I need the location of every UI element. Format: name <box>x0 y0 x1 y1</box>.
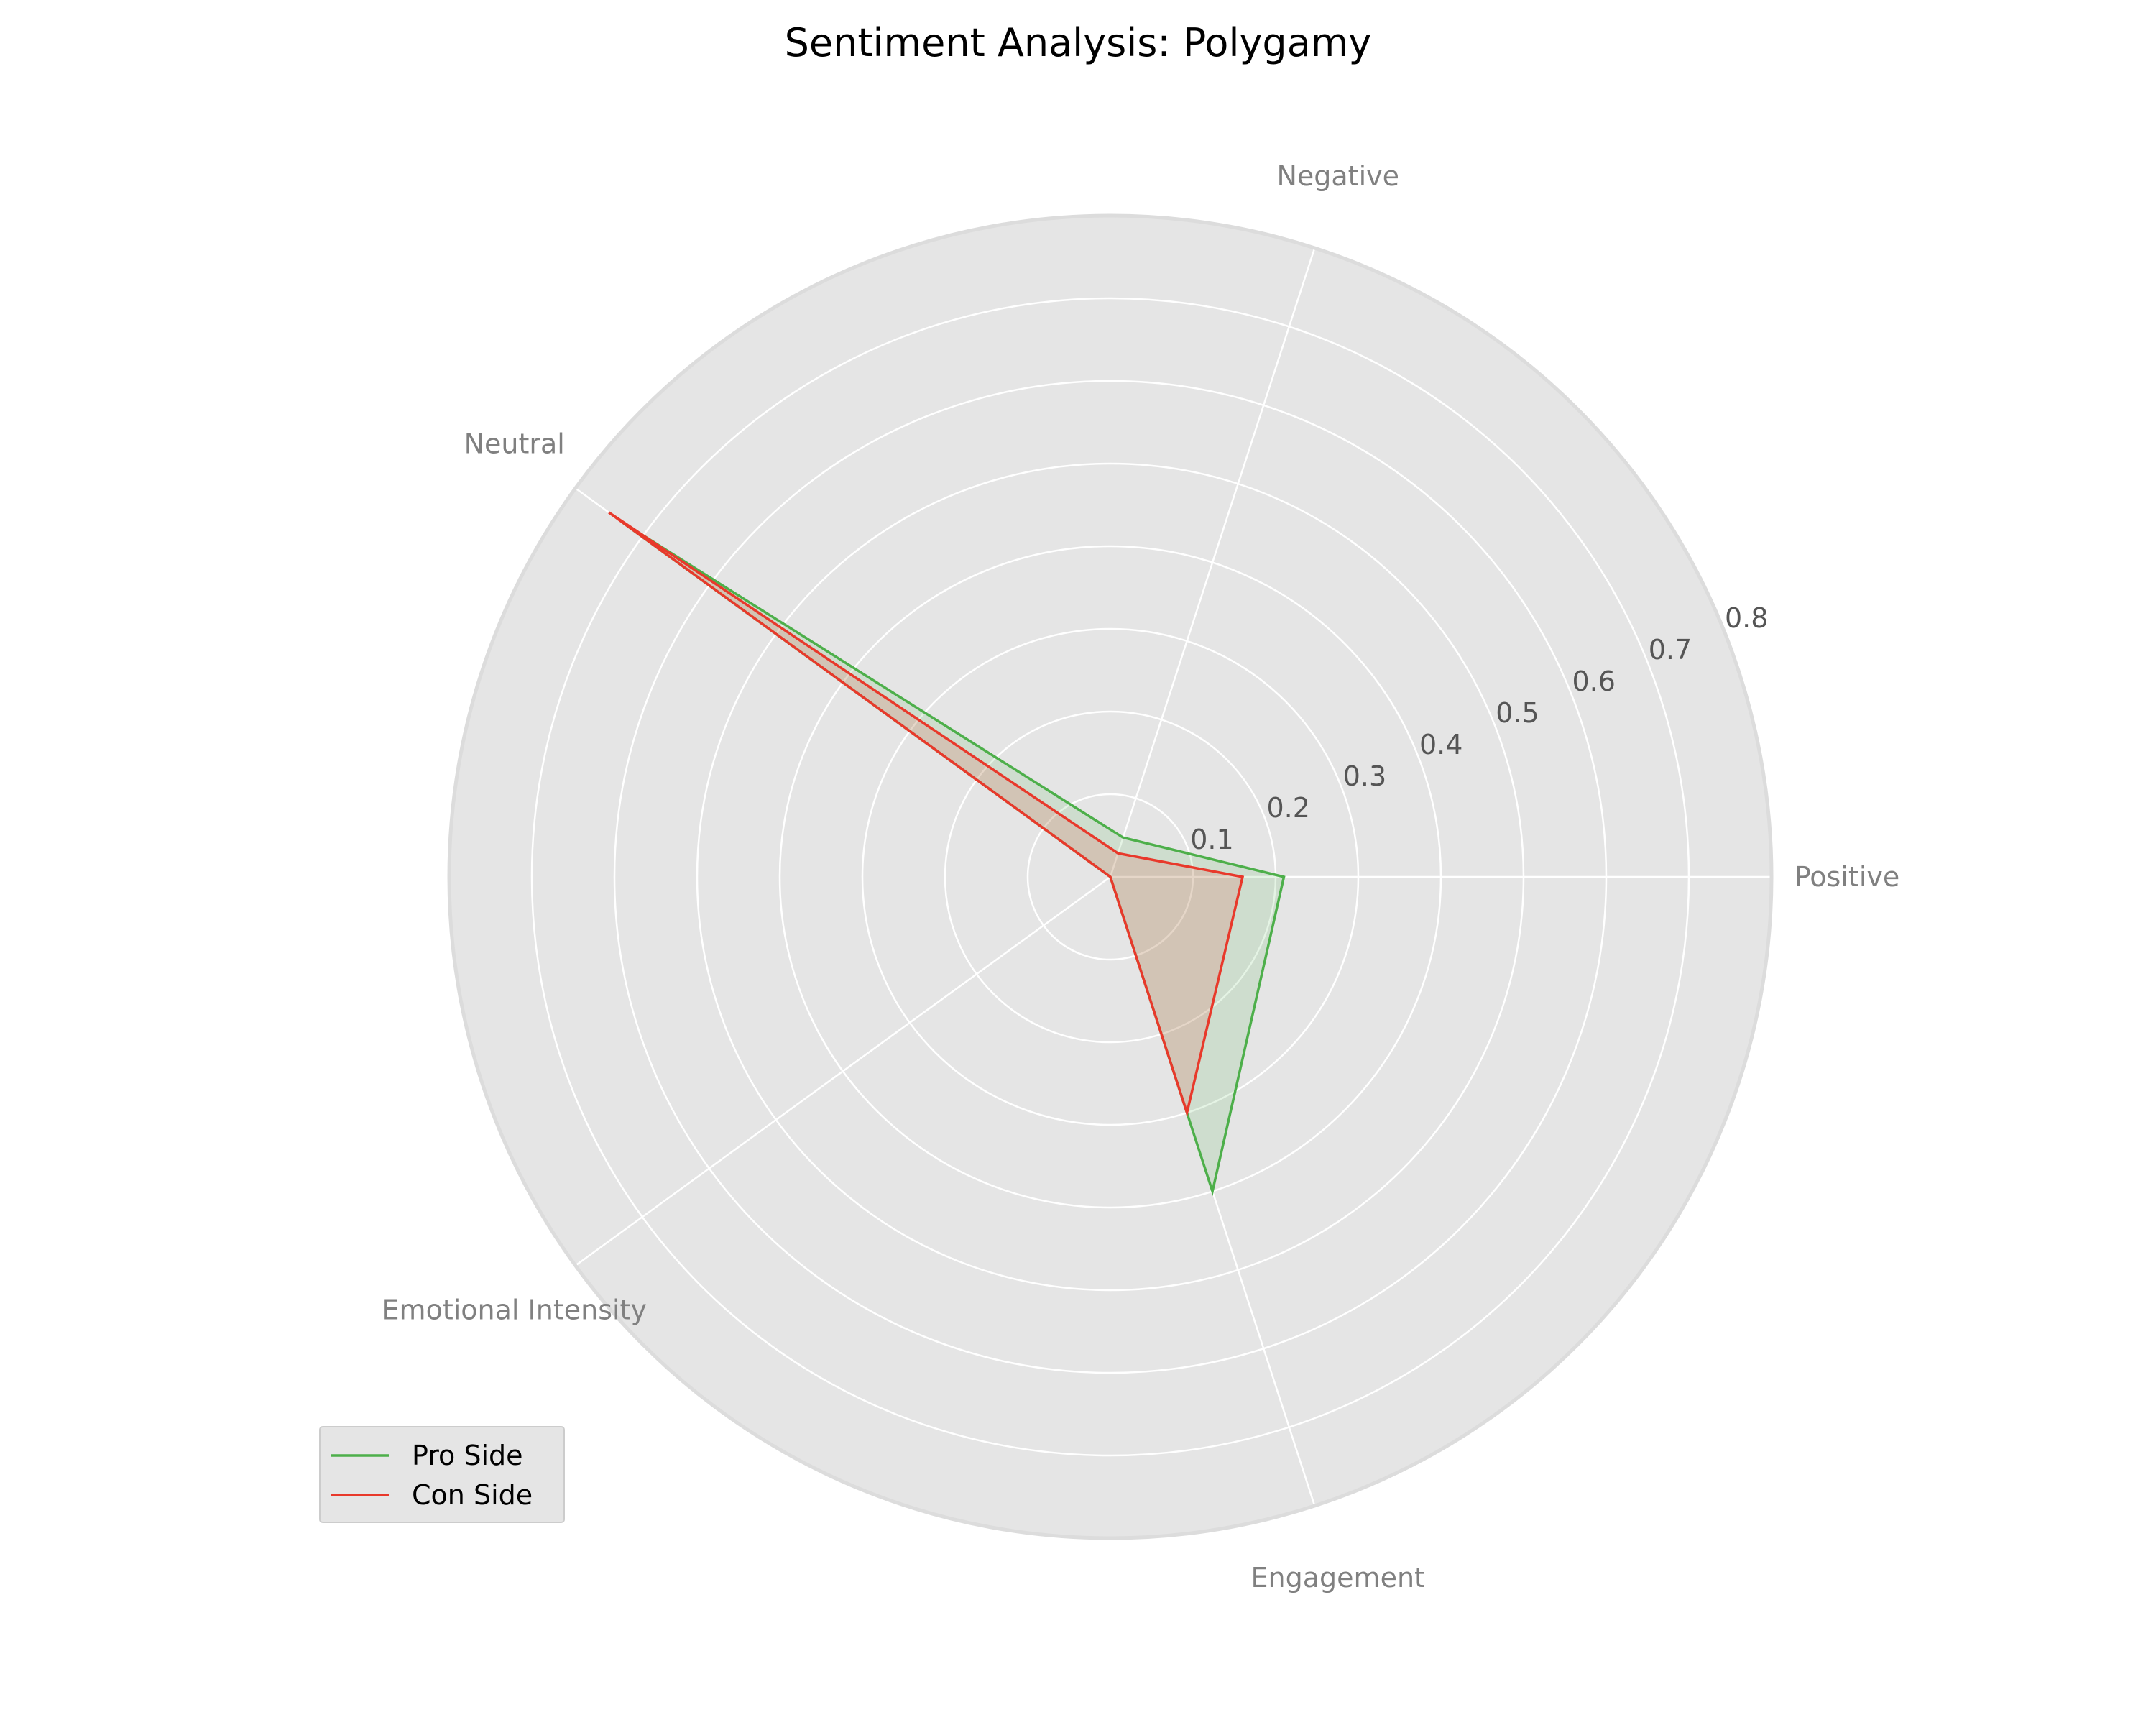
legend-box <box>319 1426 565 1523</box>
radial-tick-label: 0.6 <box>1572 666 1615 697</box>
category-label: Emotional Intensity <box>382 1294 647 1325</box>
category-label: Positive <box>1795 861 1900 893</box>
spoke-line <box>1109 247 1316 878</box>
legend: Pro Side Con Side <box>319 1426 565 1523</box>
radial-tick-labels: 0.1 0.2 0.3 0.4 0.5 0.6 0.7 0.8 <box>1190 602 1768 855</box>
category-label: Neutral <box>464 428 565 460</box>
series-fill-2 <box>609 512 1243 1113</box>
spoke-line <box>574 875 1111 1266</box>
radial-tick-label: 0.5 <box>1496 697 1539 729</box>
chart-title: Sentiment Analysis: Polygamy <box>785 20 1372 65</box>
radial-tick-label: 0.7 <box>1649 634 1692 666</box>
series-layer <box>608 511 1286 1197</box>
series-line-2 <box>608 511 1245 1118</box>
category-label: Negative <box>1276 160 1399 192</box>
legend-label: Pro Side <box>412 1440 523 1471</box>
radial-tick-label: 0.4 <box>1419 729 1462 760</box>
legend-label: Con Side <box>412 1479 533 1511</box>
radial-tick-label: 0.8 <box>1725 602 1768 634</box>
radial-tick-label: 0.2 <box>1266 792 1309 824</box>
category-label: Engagement <box>1251 1562 1425 1593</box>
series-fill-1 <box>622 522 1284 1192</box>
category-labels: Positive Negative Neutral Emotional Intensi… <box>382 160 1900 1593</box>
outer-ring <box>447 213 1774 1540</box>
radial-tick-label: 0.3 <box>1343 760 1386 792</box>
radial-tick-label: 0.1 <box>1190 824 1233 855</box>
